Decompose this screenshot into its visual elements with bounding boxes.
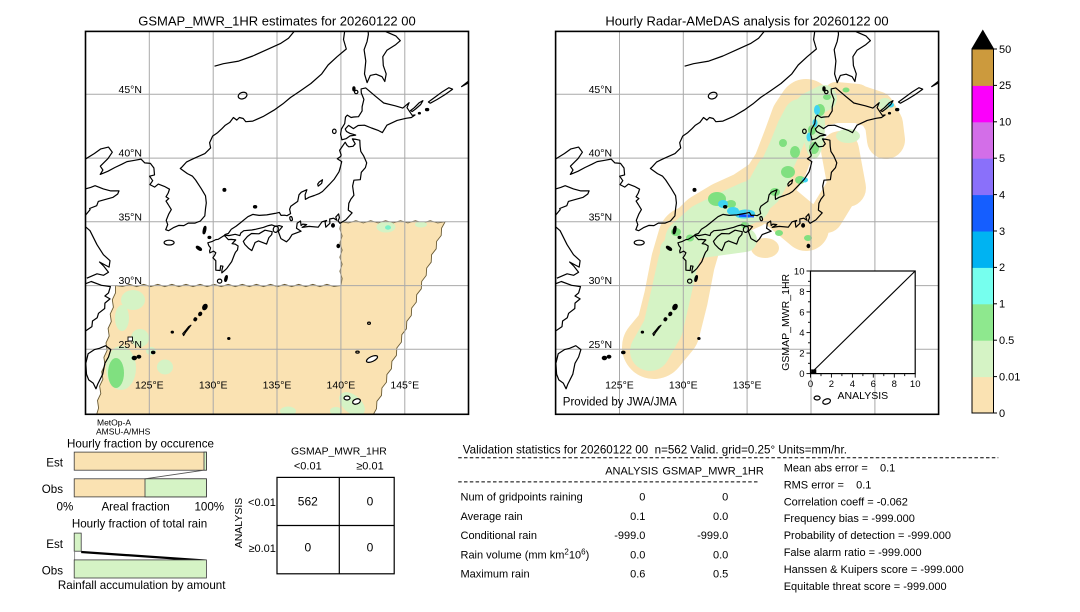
svg-text:4: 4 [799, 328, 804, 339]
svg-text:8: 8 [799, 287, 804, 298]
svg-text:0: 0 [799, 369, 804, 380]
svg-text:0.1: 0.1 [630, 511, 645, 523]
svg-text:2: 2 [999, 262, 1005, 274]
svg-text:10: 10 [910, 379, 921, 390]
svg-text:Est: Est [46, 538, 64, 551]
svg-text:Average rain: Average rain [461, 511, 523, 523]
svg-text:1: 1 [999, 299, 1005, 311]
svg-text:0.6: 0.6 [630, 569, 645, 581]
svg-text:ANALYSIS: ANALYSIS [605, 466, 658, 478]
svg-text:125°E: 125°E [135, 380, 164, 392]
svg-text:GSMAP_MWR_1HR: GSMAP_MWR_1HR [780, 273, 792, 370]
svg-text:<0.01: <0.01 [294, 461, 322, 473]
svg-text:0%: 0% [57, 500, 74, 513]
svg-text:25°N: 25°N [119, 339, 142, 351]
svg-text:135°E: 135°E [263, 380, 292, 392]
svg-text:Provided by JWA/JMA: Provided by JWA/JMA [563, 397, 677, 409]
svg-text:562: 562 [298, 495, 318, 509]
svg-text:<0.01: <0.01 [248, 497, 276, 509]
svg-text:0: 0 [639, 492, 645, 504]
svg-text:40°N: 40°N [119, 148, 142, 160]
svg-text:MetOp-A: MetOp-A [97, 417, 131, 427]
svg-text:3: 3 [999, 226, 1005, 238]
svg-text:Conditional rain: Conditional rain [461, 530, 537, 542]
svg-text:Hourly fraction by occurence: Hourly fraction by occurence [67, 438, 214, 451]
svg-text:Areal fraction: Areal fraction [101, 500, 169, 513]
svg-text:125°E: 125°E [605, 380, 634, 392]
svg-text:0: 0 [367, 495, 374, 509]
svg-text:5: 5 [999, 153, 1005, 165]
svg-text:10: 10 [794, 266, 805, 277]
svg-text:4: 4 [999, 189, 1005, 201]
svg-text:0.0: 0.0 [713, 549, 728, 561]
svg-text:Probability of detection = -99: Probability of detection = -999.000 [784, 530, 951, 542]
svg-text:45°N: 45°N [589, 84, 612, 96]
svg-text:Validation statistics for 2026: Validation statistics for 20260122 00 n=… [463, 443, 847, 456]
svg-text:6: 6 [799, 307, 804, 318]
svg-text:Hourly Radar-AMeDAS analysis f: Hourly Radar-AMeDAS analysis for 2026012… [605, 13, 888, 28]
svg-text:RMS error = 0.1: RMS error = 0.1 [784, 479, 872, 491]
svg-text:4: 4 [850, 379, 855, 390]
svg-text:≥0.01: ≥0.01 [356, 461, 383, 473]
svg-text:Maximum rain: Maximum rain [461, 569, 530, 581]
svg-text:25°N: 25°N [589, 339, 612, 351]
svg-text:130°E: 130°E [199, 380, 228, 392]
svg-text:30°N: 30°N [119, 275, 142, 287]
svg-text:GSMAP_MWR_1HR estimates for 20: GSMAP_MWR_1HR estimates for 20260122 00 [138, 13, 415, 28]
svg-text:0.0: 0.0 [630, 549, 645, 561]
svg-text:0.5: 0.5 [999, 335, 1014, 347]
svg-text:GSMAP_MWR_1HR: GSMAP_MWR_1HR [291, 447, 387, 458]
svg-text:35°N: 35°N [119, 211, 142, 223]
svg-text:Correlation coeff = -0.062: Correlation coeff = -0.062 [784, 496, 908, 508]
svg-text:AMSU-A/MHS: AMSU-A/MHS [96, 426, 151, 436]
svg-text:10: 10 [999, 117, 1011, 129]
svg-text:Hourly fraction of total rain: Hourly fraction of total rain [72, 517, 207, 530]
svg-text:-999.0: -999.0 [614, 530, 645, 542]
svg-text:-999.0: -999.0 [697, 530, 728, 542]
svg-text:Equitable threat score = -999.: Equitable threat score = -999.000 [784, 581, 947, 593]
svg-text:0: 0 [999, 408, 1005, 420]
svg-text:Est: Est [46, 456, 64, 469]
svg-text:Frequency bias = -999.000: Frequency bias = -999.000 [784, 513, 915, 525]
svg-text:Obs: Obs [42, 483, 63, 496]
svg-text:0.0: 0.0 [713, 511, 728, 523]
svg-text:8: 8 [892, 379, 897, 390]
svg-text:0: 0 [367, 541, 374, 555]
svg-text:0: 0 [808, 379, 813, 390]
svg-text:0.01: 0.01 [999, 371, 1020, 383]
svg-text:30°N: 30°N [589, 275, 612, 287]
svg-text:0: 0 [304, 541, 311, 555]
svg-text:35°N: 35°N [589, 211, 612, 223]
svg-text:50: 50 [999, 44, 1011, 56]
svg-text:ANALYSIS: ANALYSIS [838, 390, 889, 402]
svg-text:135°E: 135°E [733, 380, 762, 392]
svg-text:25: 25 [999, 80, 1011, 92]
svg-text:Num of gridpoints raining: Num of gridpoints raining [461, 492, 583, 504]
svg-text:6: 6 [871, 379, 876, 390]
svg-text:2: 2 [829, 379, 834, 390]
svg-text:≥0.01: ≥0.01 [248, 543, 275, 555]
svg-text:Mean abs error = 0.1: Mean abs error = 0.1 [784, 463, 896, 475]
svg-text:0.5: 0.5 [713, 569, 728, 581]
svg-text:40°N: 40°N [589, 148, 612, 160]
svg-text:2: 2 [799, 348, 804, 359]
svg-text:145°E: 145°E [390, 380, 419, 392]
svg-text:Obs: Obs [42, 565, 63, 578]
svg-text:Rain volume (mm km2106): Rain volume (mm km2106) [461, 547, 590, 561]
svg-text:Hanssen & Kuipers score = -999: Hanssen & Kuipers score = -999.000 [784, 564, 964, 576]
svg-text:100%: 100% [194, 500, 224, 513]
svg-text:False alarm ratio = -999.000: False alarm ratio = -999.000 [784, 547, 922, 559]
svg-text:Rainfall accumulation by amoun: Rainfall accumulation by amount [58, 579, 226, 592]
svg-text:ANALYSIS: ANALYSIS [233, 498, 245, 549]
svg-text:0: 0 [722, 492, 728, 504]
svg-text:45°N: 45°N [119, 84, 142, 96]
svg-text:130°E: 130°E [669, 380, 698, 392]
svg-text:140°E: 140°E [327, 380, 356, 392]
svg-text:GSMAP_MWR_1HR: GSMAP_MWR_1HR [662, 466, 764, 478]
